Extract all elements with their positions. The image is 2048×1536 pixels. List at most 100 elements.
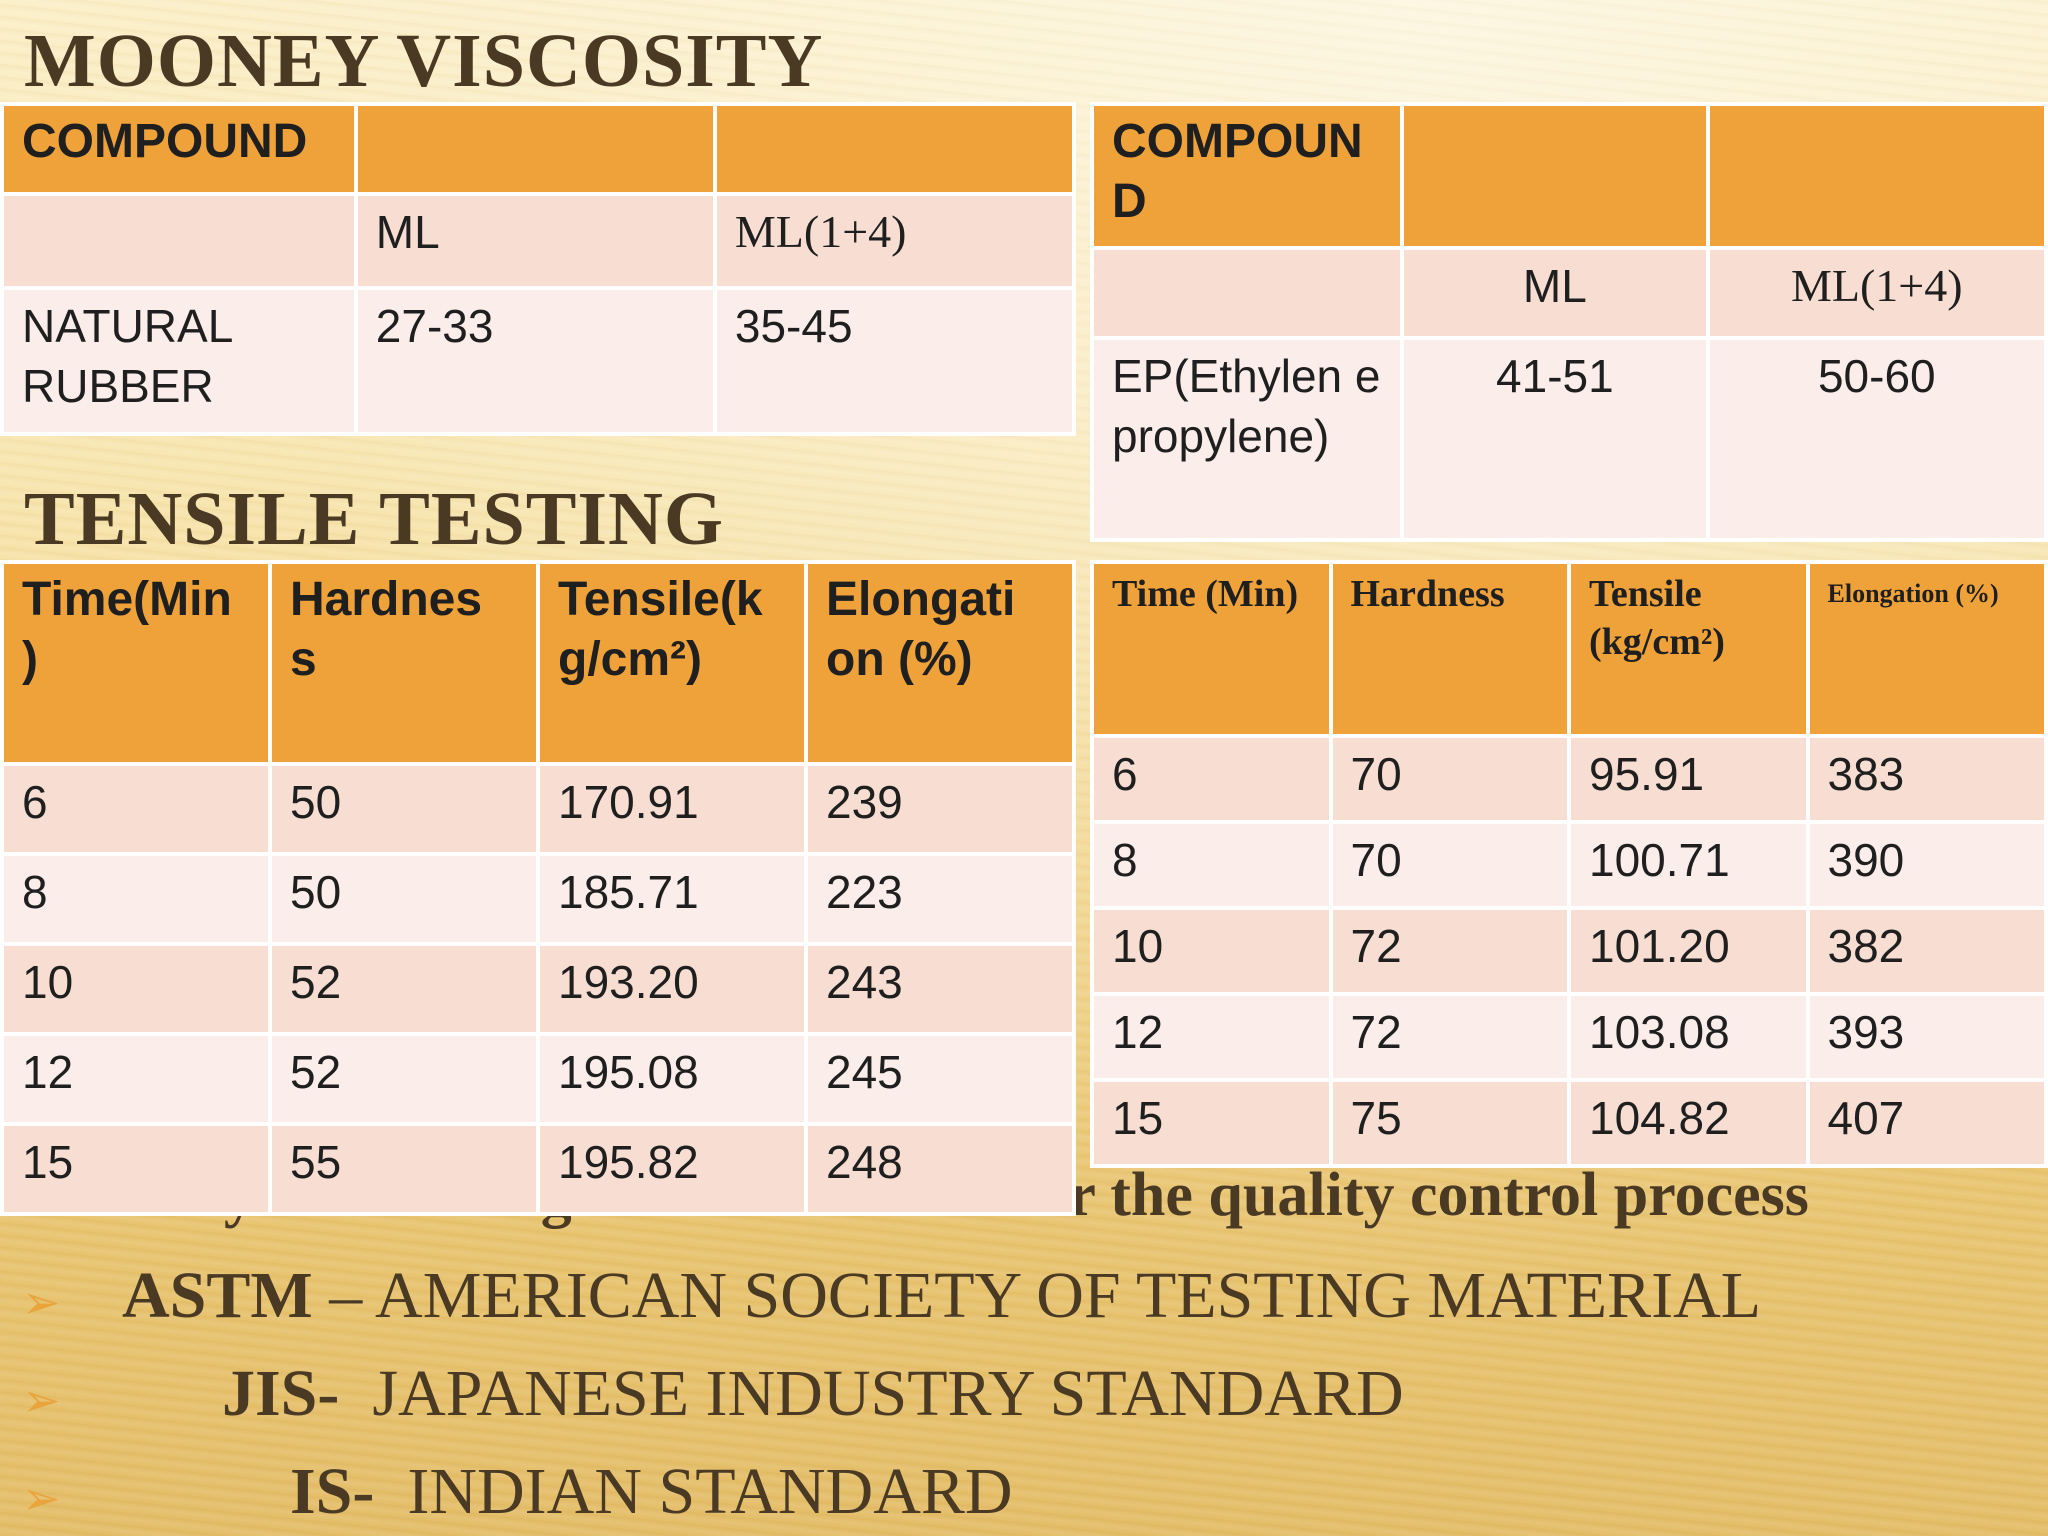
table-row: 6 50 170.91 239 bbox=[4, 766, 1072, 852]
cell-elongation: 390 bbox=[1809, 824, 2044, 906]
standard-name: AMERICAN SOCIETY OF TESTING MATERIAL bbox=[375, 1259, 1762, 1332]
standard-item-astm: ➢ ASTM – AMERICAN SOCIETY OF TESTING MATE… bbox=[22, 1258, 1761, 1334]
mooney-table-natural-rubber: COMPOUND ML ML(1+4) NATURAL RUBBER 27-33… bbox=[0, 102, 1076, 436]
cell-time: 6 bbox=[1094, 738, 1329, 820]
cell-hardness: 52 bbox=[272, 946, 536, 1032]
standard-abbr: ASTM bbox=[122, 1259, 313, 1332]
cell-elongation: 393 bbox=[1809, 996, 2044, 1078]
cell-tensile: 95.91 bbox=[1571, 738, 1806, 820]
cell-time: 15 bbox=[1094, 1082, 1329, 1164]
cell-hardness: 52 bbox=[272, 1036, 536, 1122]
cell-elongation: 383 bbox=[1809, 738, 2044, 820]
header-cell-tensile: Tensile (kg/cm²) bbox=[1571, 564, 1806, 734]
cell-hardness: 70 bbox=[1332, 738, 1567, 820]
table-subheader-row: ML ML(1+4) bbox=[1094, 250, 2044, 336]
header-cell-compound: COMPOUN D bbox=[1094, 106, 1401, 246]
standard-name: INDIAN STANDARD bbox=[407, 1455, 1013, 1528]
table-row: NATURAL RUBBER 27-33 35-45 bbox=[4, 290, 1072, 432]
cell-tensile: 103.08 bbox=[1571, 996, 1806, 1078]
arrow-bullet-icon: ➢ bbox=[22, 1374, 61, 1426]
table-row: EP(Ethylen e propylene) 41-51 50-60 bbox=[1094, 340, 2044, 538]
header-cell-elongation: Elongati on (%) bbox=[808, 564, 1072, 762]
header-cell-time: Time(Min ) bbox=[4, 564, 268, 762]
table-row: 12 52 195.08 245 bbox=[4, 1036, 1072, 1122]
cell-tensile: 185.71 bbox=[540, 856, 804, 942]
mooney-viscosity-heading: MOONEY VISCOSITY bbox=[24, 19, 824, 103]
header-cell-empty bbox=[716, 106, 1072, 192]
header-cell-hardness: Hardnes s bbox=[272, 564, 536, 762]
cell-elongation: 223 bbox=[808, 856, 1072, 942]
arrow-bullet-icon: ➢ bbox=[22, 1472, 61, 1524]
cell-elongation: 382 bbox=[1809, 910, 2044, 992]
tensile-table-ep: Time (Min) Hardness Tensile (kg/cm²) Elo… bbox=[1090, 560, 2048, 1168]
standard-name: JAPANESE INDUSTRY STANDARD bbox=[372, 1357, 1404, 1430]
subheader-cell-empty bbox=[1094, 250, 1401, 336]
cell-tensile: 170.91 bbox=[540, 766, 804, 852]
table-row: 10 72 101.20 382 bbox=[1094, 910, 2044, 992]
cell-hardness: 75 bbox=[1332, 1082, 1567, 1164]
table-subheader-row: ML ML(1+4) bbox=[4, 196, 1072, 286]
cell-ml: 41-51 bbox=[1404, 340, 1706, 538]
table-header-row: COMPOUND bbox=[4, 106, 1072, 192]
standard-item-jis: ➢ JIS- JAPANESE INDUSTRY STANDARD bbox=[22, 1356, 1404, 1432]
cell-hardness: 72 bbox=[1332, 996, 1567, 1078]
cell-hardness: 72 bbox=[1332, 910, 1567, 992]
header-cell-empty bbox=[1709, 106, 2044, 246]
standard-separator bbox=[374, 1455, 407, 1528]
cell-time: 12 bbox=[4, 1036, 268, 1122]
table-row: 6 70 95.91 383 bbox=[1094, 738, 2044, 820]
header-cell-tensile: Tensile(k g/cm²) bbox=[540, 564, 804, 762]
cell-time: 6 bbox=[4, 766, 268, 852]
cell-elongation: 407 bbox=[1809, 1082, 2044, 1164]
header-cell-compound: COMPOUND bbox=[4, 106, 354, 192]
table-row: 15 55 195.82 248 bbox=[4, 1126, 1072, 1212]
cell-tensile: 101.20 bbox=[1571, 910, 1806, 992]
header-cell-empty bbox=[1404, 106, 1706, 246]
cell-time: 15 bbox=[4, 1126, 268, 1212]
header-cell-empty bbox=[357, 106, 713, 192]
cell-hardness: 70 bbox=[1332, 824, 1567, 906]
cell-time: 10 bbox=[1094, 910, 1329, 992]
cell-ml14: 50-60 bbox=[1709, 340, 2044, 538]
table-row: 8 70 100.71 390 bbox=[1094, 824, 2044, 906]
subheader-cell-empty bbox=[4, 196, 354, 286]
cell-compound: NATURAL RUBBER bbox=[4, 290, 354, 432]
cell-hardness: 50 bbox=[272, 856, 536, 942]
table-row: 15 75 104.82 407 bbox=[1094, 1082, 2044, 1164]
cell-time: 8 bbox=[4, 856, 268, 942]
cell-compound: EP(Ethylen e propylene) bbox=[1094, 340, 1401, 538]
cell-ml: 27-33 bbox=[357, 290, 713, 432]
cell-tensile: 195.82 bbox=[540, 1126, 804, 1212]
subheader-cell-ml: ML bbox=[357, 196, 713, 286]
mooney-table-ep: COMPOUN D ML ML(1+4) EP(Ethylen e propyl… bbox=[1090, 102, 2048, 542]
standard-item-is: ➢ IS- INDIAN STANDARD bbox=[22, 1454, 1013, 1530]
table-row: 8 50 185.71 223 bbox=[4, 856, 1072, 942]
cell-hardness: 50 bbox=[272, 766, 536, 852]
table-row: 12 72 103.08 393 bbox=[1094, 996, 2044, 1078]
cell-elongation: 248 bbox=[808, 1126, 1072, 1212]
table-header-row: Time(Min ) Hardnes s Tensile(k g/cm²) El… bbox=[4, 564, 1072, 762]
cell-time: 12 bbox=[1094, 996, 1329, 1078]
cell-elongation: 243 bbox=[808, 946, 1072, 1032]
standard-abbr: JIS- bbox=[222, 1357, 340, 1430]
table-header-row: COMPOUN D bbox=[1094, 106, 2044, 246]
cell-ml14: 35-45 bbox=[716, 290, 1072, 432]
arrow-bullet-icon: ➢ bbox=[22, 1276, 61, 1328]
tensile-table-natural-rubber: Time(Min ) Hardnes s Tensile(k g/cm²) El… bbox=[0, 560, 1076, 1216]
standard-separator bbox=[339, 1357, 372, 1430]
standard-abbr: IS- bbox=[290, 1455, 375, 1528]
cell-tensile: 100.71 bbox=[1571, 824, 1806, 906]
cell-time: 10 bbox=[4, 946, 268, 1032]
cell-tensile: 195.08 bbox=[540, 1036, 804, 1122]
header-cell-elongation: Elongation (%) bbox=[1809, 564, 2044, 734]
table-row: 10 52 193.20 243 bbox=[4, 946, 1072, 1032]
cell-elongation: 239 bbox=[808, 766, 1072, 852]
header-cell-time: Time (Min) bbox=[1094, 564, 1329, 734]
table-header-row: Time (Min) Hardness Tensile (kg/cm²) Elo… bbox=[1094, 564, 2044, 734]
subheader-cell-ml14: ML(1+4) bbox=[716, 196, 1072, 286]
cell-elongation: 245 bbox=[808, 1036, 1072, 1122]
subheader-cell-ml14: ML(1+4) bbox=[1709, 250, 2044, 336]
cell-tensile: 193.20 bbox=[540, 946, 804, 1032]
subheader-cell-ml: ML bbox=[1404, 250, 1706, 336]
cell-time: 8 bbox=[1094, 824, 1329, 906]
